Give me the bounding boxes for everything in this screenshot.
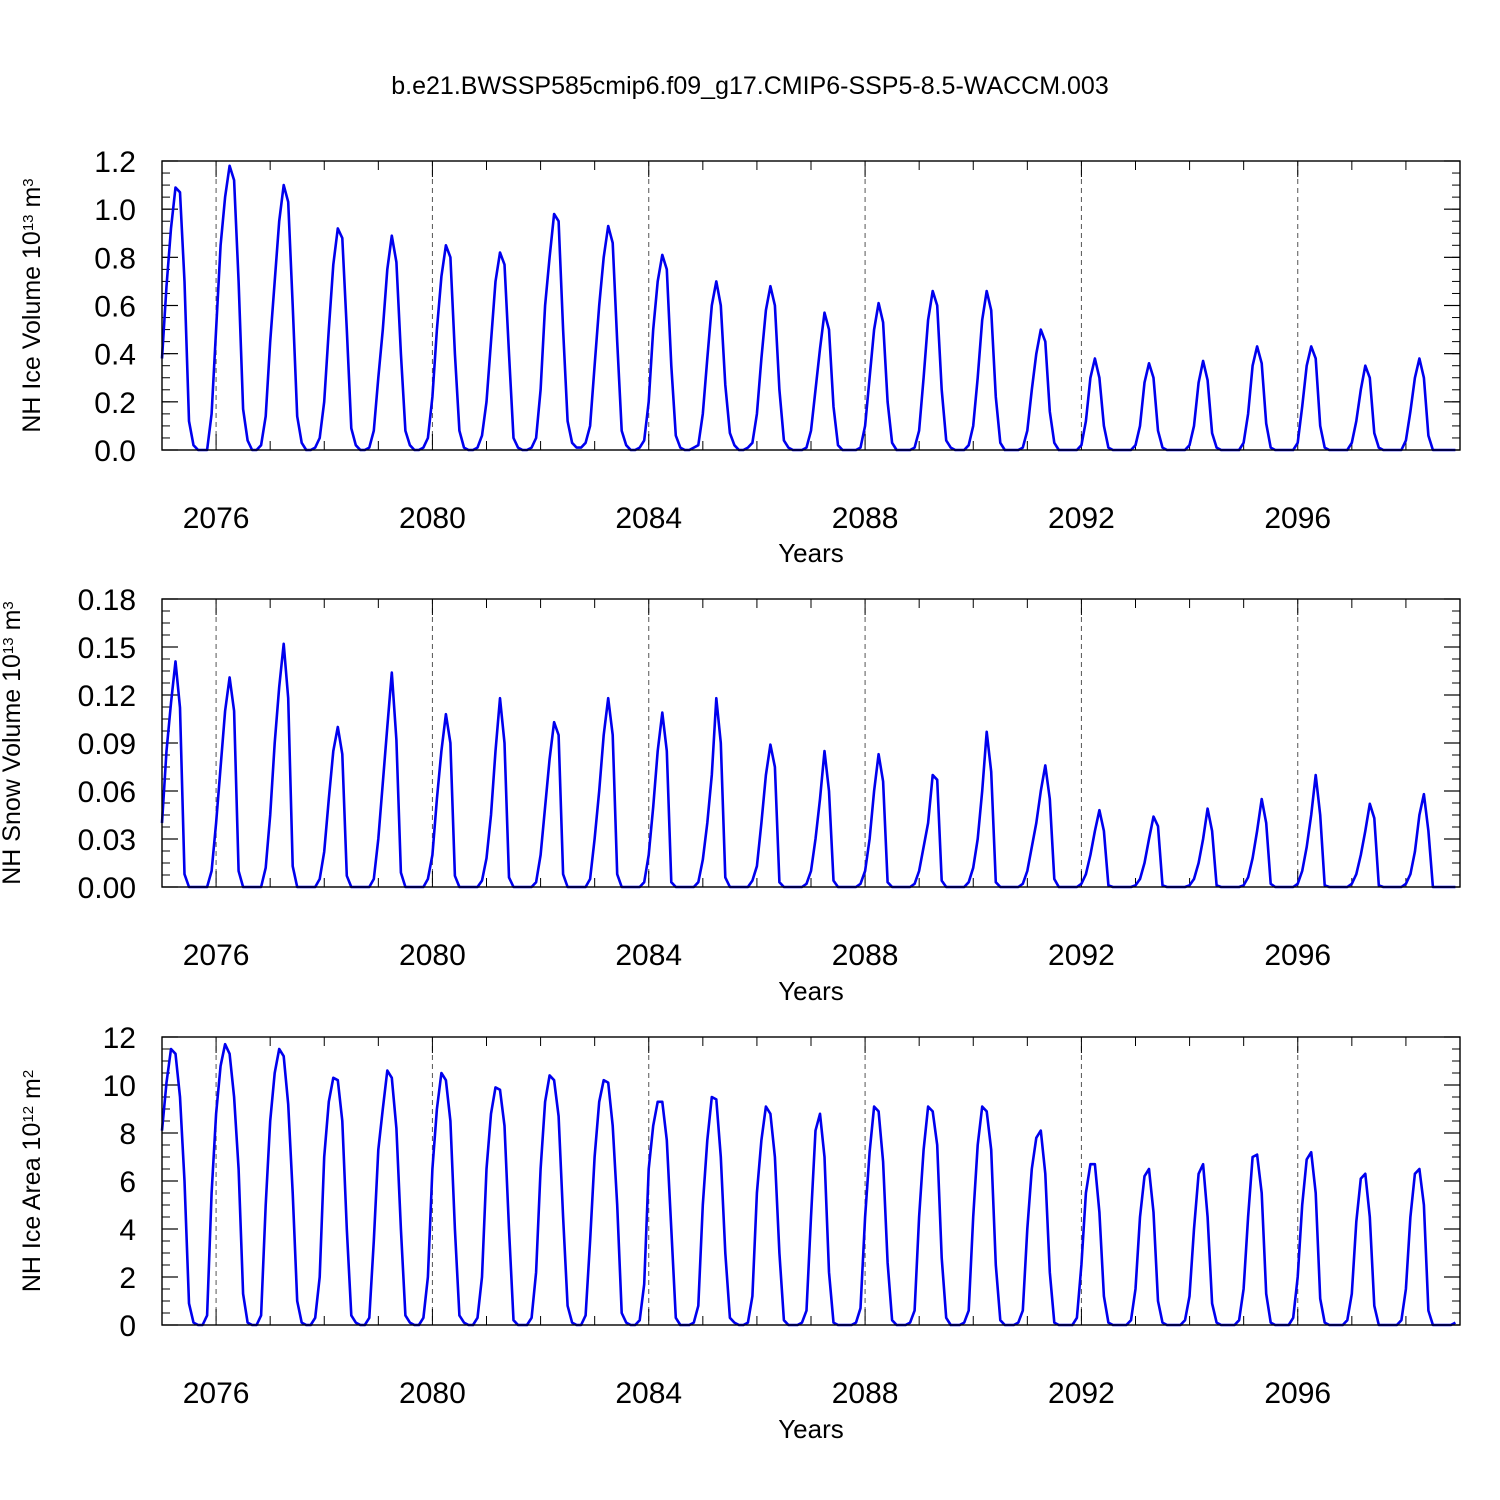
x-axis-label: Years [778,976,844,1006]
x-tick-label: 2084 [615,939,682,972]
x-tick-label: 2084 [615,502,682,535]
y-tick-label: 1.0 [94,194,136,227]
y-tick-label: 0.2 [94,387,136,420]
y-axis-label-text: NH Ice Volume 10 [18,231,46,433]
y-axis-label: NH Ice Volume 1013 m3 [18,178,46,432]
x-axis-label: Years [778,1414,844,1444]
series-line-1 [160,164,1456,452]
series-line-2 [160,642,1456,889]
y-axis-label-text: m [18,187,46,215]
y-tick-label: 0.09 [78,728,136,761]
x-tick-label: 2080 [399,502,466,535]
y-tick-label: 10 [103,1070,136,1103]
x-tick-label: 2092 [1048,939,1115,972]
x-tick-label: 2076 [183,502,250,535]
y-tick-label: 0 [119,1310,136,1343]
y-axis-label-text: m [0,610,26,638]
chart-title: b.e21.BWSSP585cmip6.f09_g17.CMIP6-SSP5-8… [391,72,1109,100]
y-axis-label-text: NH Ice Area 10 [18,1123,46,1293]
plot-frame [161,598,1461,888]
y-axis-label-text: m [18,1078,46,1106]
y-tick-label: 2 [119,1262,136,1295]
x-tick-label: 2096 [1264,1377,1331,1410]
y-tick-label: 0.06 [78,776,136,809]
y-tick-label: 0.03 [78,824,136,857]
y-tick-label: 6 [119,1166,136,1199]
x-tick-label: 2088 [832,1377,899,1410]
x-tick-label: 2084 [615,1377,682,1410]
x-tick-label: 2080 [399,1377,466,1410]
x-axis-label: Years [778,538,844,568]
plot-frame [161,1036,1461,1326]
y-tick-label: 0.6 [94,291,136,324]
y-tick-label: 0.8 [94,242,136,275]
y-tick-label: 12 [103,1022,136,1055]
y-tick-label: 4 [119,1214,136,1247]
y-axis-label: NH Snow Volume 1013 m3 [0,601,26,885]
plot-frame [161,160,1461,451]
y-tick-label: 0.00 [78,872,136,905]
x-tick-label: 2088 [832,502,899,535]
y-axis-label-superscript: 13 [0,637,17,654]
y-tick-label: 8 [119,1118,136,1151]
x-tick-label: 2096 [1264,939,1331,972]
x-tick-label: 2076 [183,939,250,972]
y-axis-label: NH Ice Area 1012 m2 [18,1070,46,1292]
y-tick-label: 0.4 [94,339,136,372]
x-tick-label: 2076 [183,1377,250,1410]
panel-2: 0.00 0.03 0.06 0.09 0.12 0.15 0.18 2076 2080 2084… [0,584,1461,1006]
y-tick-label: 0.12 [78,680,136,713]
y-tick-label: 0.0 [94,435,136,468]
y-tick-label: 1.2 [94,146,136,179]
y-axis-label-superscript: 3 [20,178,37,186]
x-tick-label: 2096 [1264,502,1331,535]
panel-3: 0 2 4 6 8 10 12 2076 2080 2084 2088 2092 2096 Years NH… [18,1022,1461,1444]
y-axis-label-superscript: 3 [0,601,17,609]
series-line-3 [160,1042,1457,1327]
x-tick-label: 2088 [832,939,899,972]
x-tick-label: 2092 [1048,502,1115,535]
panel-1: 0.0 0.2 0.4 0.6 0.8 1.0 1.2 2076 2080 2084 2088 209… [18,146,1461,568]
x-tick-label: 2080 [399,939,466,972]
x-tick-label: 2092 [1048,1377,1115,1410]
y-axis-label-superscript: 2 [20,1070,37,1078]
y-axis-label-superscript: 12 [20,1106,37,1123]
y-tick-label: 0.18 [78,584,136,617]
y-axis-label-text: NH Snow Volume 10 [0,654,26,885]
y-tick-label: 0.15 [78,632,136,665]
y-axis-label-superscript: 13 [20,214,37,231]
